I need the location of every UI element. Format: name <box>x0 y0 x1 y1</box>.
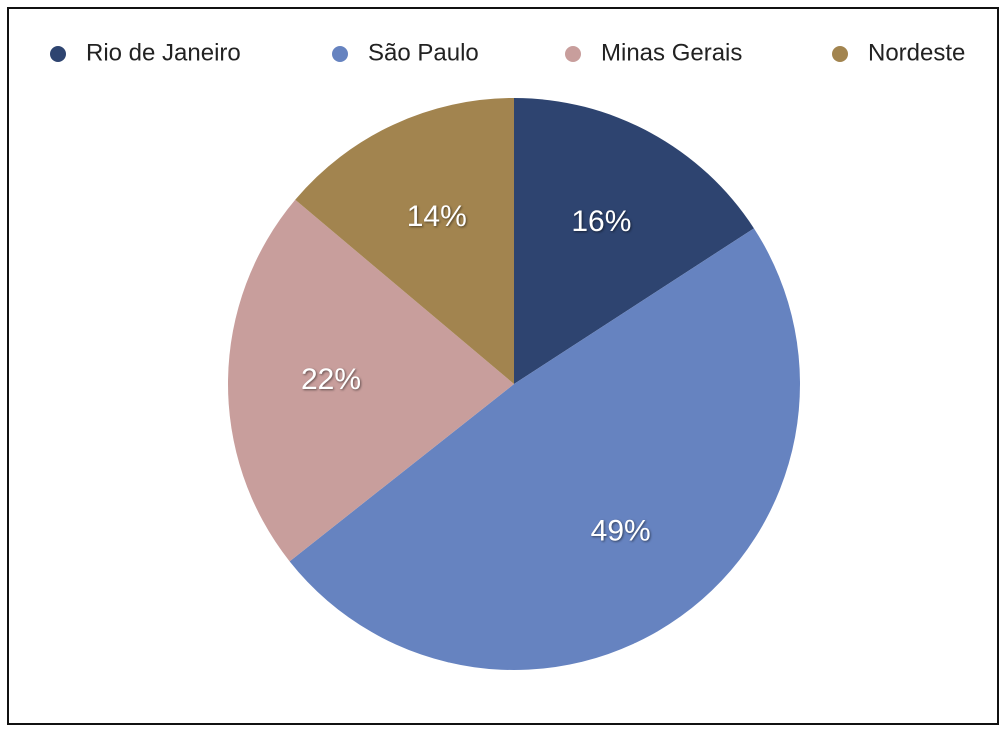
legend: Rio de Janeiro São Paulo Minas Gerais Norde… <box>50 39 965 66</box>
legend-swatch <box>50 46 66 62</box>
legend-swatch <box>332 46 348 62</box>
pie: 16% 49% 22% 14% <box>227 98 801 671</box>
pie-slice <box>289 228 801 671</box>
legend-label: Rio de Janeiro <box>86 39 241 66</box>
value-label: 14% <box>407 200 467 233</box>
value-label: 22% <box>301 363 361 396</box>
legend-swatch <box>832 46 848 62</box>
legend-swatch <box>565 46 581 62</box>
pie-slice <box>295 98 514 384</box>
value-label: 16% <box>571 205 631 238</box>
legend-label: Minas Gerais <box>601 39 742 66</box>
value-label: 49% <box>591 515 651 548</box>
legend-label: Nordeste <box>868 39 965 66</box>
pie-slice <box>227 199 514 562</box>
legend-label: São Paulo <box>368 39 479 66</box>
pie-slice <box>514 98 754 384</box>
